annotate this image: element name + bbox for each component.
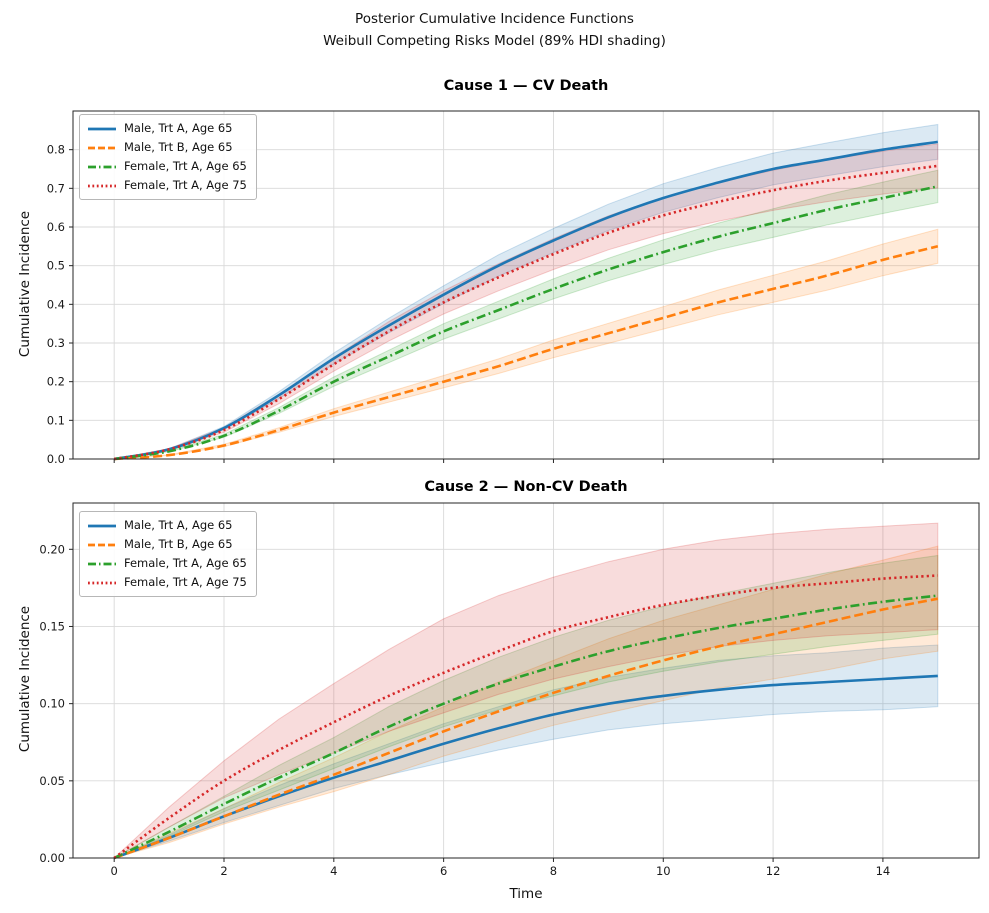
legend-item: Male, Trt B, Age 65 bbox=[87, 535, 247, 554]
axes-spines bbox=[72, 502, 980, 859]
legend-line-sample bbox=[88, 562, 116, 565]
subplot1-y-axis-label: Cumulative Incidence bbox=[17, 210, 33, 358]
legend-label: Male, Trt A, Age 65 bbox=[124, 518, 233, 532]
grid-lines bbox=[73, 111, 979, 460]
legend-label: Male, Trt A, Age 65 bbox=[124, 121, 233, 135]
legend-line-sample bbox=[88, 581, 116, 584]
y-tick-label: 0.0 bbox=[47, 452, 65, 466]
y-tick-label: 0.15 bbox=[39, 619, 65, 633]
legend-line-sample bbox=[88, 524, 116, 527]
hdi-band bbox=[114, 644, 939, 859]
x-tick-label: 6 bbox=[440, 864, 447, 878]
x-tick-label: 14 bbox=[876, 864, 891, 878]
legend-line-sample bbox=[88, 127, 116, 130]
legend-line-sample bbox=[88, 165, 116, 168]
y-tick-label: 0.10 bbox=[39, 697, 65, 711]
legend-line-sample bbox=[88, 184, 116, 187]
legend-line-sample bbox=[88, 543, 116, 546]
tick-labels: 0.00 0.05 0.10 0.15 0.20 0 2 4 6 8 10 12 14 bbox=[39, 542, 890, 878]
y-tick-label: 0.6 bbox=[47, 220, 65, 234]
subplot-1: 0.0 0.1 0.2 0.3 0.4 0.5 0.6 0.7 0.8 bbox=[47, 110, 980, 466]
x-tick-label: 2 bbox=[220, 864, 227, 878]
legend-label: Female, Trt A, Age 65 bbox=[124, 556, 247, 570]
subplot2-title: Cause 2 — Non-CV Death bbox=[424, 479, 628, 495]
legend-label: Female, Trt A, Age 75 bbox=[124, 178, 247, 192]
series-line bbox=[113, 594, 938, 860]
series-line bbox=[113, 574, 938, 860]
subplot1-legend: Male, Trt A, Age 65 Male, Trt B, Age 65 Fe… bbox=[79, 114, 257, 200]
hdi-band bbox=[113, 554, 939, 859]
subplot1-title: Cause 1 — CV Death bbox=[443, 78, 609, 94]
series-line bbox=[114, 185, 939, 461]
y-tick-label: 0.2 bbox=[47, 375, 65, 389]
series-line bbox=[114, 245, 939, 461]
legend-item: Female, Trt A, Age 65 bbox=[87, 554, 247, 573]
suptitle-line1: Posterior Cumulative Incidence Functions bbox=[355, 11, 634, 27]
subplot2-y-axis-label: Cumulative Incidence bbox=[17, 605, 33, 753]
legend-item: Male, Trt A, Age 65 bbox=[87, 119, 247, 138]
y-tick-label: 0.3 bbox=[47, 336, 65, 350]
legend-item: Female, Trt A, Age 75 bbox=[87, 573, 247, 592]
x-tick-label: 8 bbox=[550, 864, 557, 878]
y-tick-label: 0.7 bbox=[47, 181, 65, 195]
legend-item: Male, Trt A, Age 65 bbox=[87, 516, 247, 535]
legend-item: Male, Trt B, Age 65 bbox=[87, 138, 247, 157]
legend-label: Female, Trt A, Age 75 bbox=[124, 575, 247, 589]
legend-label: Male, Trt B, Age 65 bbox=[124, 140, 233, 154]
tick-labels: 0.0 0.1 0.2 0.3 0.4 0.5 0.6 0.7 0.8 bbox=[47, 143, 65, 466]
series-line bbox=[113, 140, 938, 461]
series-line bbox=[113, 597, 939, 860]
y-tick-label: 0.4 bbox=[47, 297, 65, 311]
tick-marks bbox=[69, 149, 884, 463]
legend-item: Female, Trt A, Age 75 bbox=[87, 176, 247, 195]
suptitle-line2: Weibull Competing Risks Model (89% HDI s… bbox=[323, 33, 666, 49]
y-tick-label: 0.20 bbox=[39, 542, 65, 556]
x-tick-label: 12 bbox=[766, 864, 781, 878]
legend-label: Female, Trt A, Age 65 bbox=[124, 159, 247, 173]
legend-item: Female, Trt A, Age 65 bbox=[87, 157, 247, 176]
legend-line-sample bbox=[88, 146, 116, 149]
hdi-band bbox=[114, 169, 939, 460]
x-tick-label: 4 bbox=[330, 864, 337, 878]
series-line bbox=[113, 164, 938, 461]
tick-marks bbox=[69, 548, 884, 862]
x-tick-label: 0 bbox=[111, 864, 118, 878]
y-tick-label: 0.8 bbox=[47, 143, 65, 157]
y-tick-label: 0.1 bbox=[47, 413, 65, 427]
x-tick-label: 10 bbox=[656, 864, 671, 878]
axes-spines bbox=[72, 110, 980, 460]
subplot-2: 0.00 0.05 0.10 0.15 0.20 0 2 4 6 8 10 12 14 bbox=[39, 502, 980, 878]
figure-suptitle: Posterior Cumulative Incidence Functions… bbox=[0, 8, 989, 52]
y-tick-label: 0.00 bbox=[39, 851, 65, 865]
x-axis-label: Time bbox=[509, 886, 543, 902]
y-tick-label: 0.5 bbox=[47, 259, 65, 273]
legend-label: Male, Trt B, Age 65 bbox=[124, 537, 233, 551]
subplot2-legend: Male, Trt A, Age 65 Male, Trt B, Age 65 Fe… bbox=[79, 511, 257, 597]
y-tick-label: 0.05 bbox=[39, 774, 65, 788]
